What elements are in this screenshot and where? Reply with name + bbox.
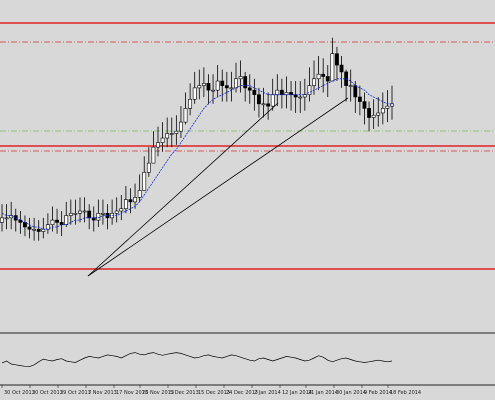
candle-body	[307, 85, 312, 96]
candle-body	[68, 212, 73, 216]
candle-body	[201, 83, 206, 86]
trendline	[87, 97, 349, 277]
candle-body	[169, 133, 174, 135]
x-tick-label: 9 Feb 2014	[364, 390, 392, 396]
moving-average-line	[1, 78, 392, 230]
candle-body	[220, 80, 225, 86]
x-tick-label: 2 Jan 2014	[254, 390, 281, 396]
x-tick-label: 26 Nov 2013	[142, 390, 174, 396]
candle-body	[376, 112, 381, 116]
x-tick-label: 17 Nov 2013	[116, 390, 148, 396]
candle-body	[270, 94, 275, 107]
candle-body	[357, 96, 362, 102]
candle-body	[224, 85, 229, 89]
candle-body	[128, 199, 133, 203]
candle-body	[4, 217, 9, 220]
candle-body	[275, 89, 280, 96]
candle-body	[156, 142, 160, 148]
candle-body	[335, 53, 339, 66]
candle-body	[348, 85, 353, 87]
candle-body	[188, 98, 193, 109]
candle-body	[165, 133, 170, 139]
candle-body	[142, 171, 147, 191]
candle-body	[252, 89, 257, 96]
candle-body	[151, 146, 156, 164]
candle-body	[339, 64, 344, 73]
candle-body	[183, 108, 188, 123]
candle-body	[91, 217, 96, 221]
candle-body	[380, 108, 385, 114]
candle-body	[45, 224, 50, 230]
candle-body	[55, 219, 59, 223]
x-tick-label: 15 Dec 2013	[198, 390, 230, 396]
candle-body	[64, 215, 69, 225]
candle-body	[119, 208, 124, 212]
candle-body	[247, 87, 252, 91]
candle-body	[50, 219, 55, 225]
candle-body	[211, 89, 215, 92]
x-tick-label: 21 Jan 2014	[308, 390, 338, 396]
candle-body	[362, 101, 367, 109]
candle-body	[266, 103, 271, 107]
candle-body	[87, 210, 92, 219]
candle-body	[123, 199, 128, 210]
candle-body	[325, 76, 330, 82]
candle-body	[179, 121, 183, 132]
candle-body	[215, 80, 220, 91]
x-tick-label: 12 Jan 2014	[282, 390, 312, 396]
candle-body	[0, 217, 4, 223]
candle-body	[146, 162, 151, 173]
x-tick-label: 18 Feb 2014	[390, 390, 421, 396]
candle-body	[279, 89, 284, 96]
x-tick-label: 7 Nov 2013	[88, 390, 117, 396]
candle-body	[133, 197, 137, 203]
candle-body	[238, 76, 243, 80]
x-tick-label: 29 Oct 2013	[60, 390, 91, 396]
candle-body	[385, 105, 390, 109]
candle-body	[293, 94, 298, 98]
x-tick-label: 30 Jan 2014	[336, 390, 366, 396]
candle-body	[174, 130, 179, 134]
x-tick-label: 5 Dec 2013	[170, 390, 199, 396]
x-tick-label: 30 Oct 2013	[4, 390, 35, 396]
trendline	[87, 102, 279, 277]
candle-body	[371, 114, 376, 118]
candle-body	[137, 190, 142, 198]
candle-body	[330, 53, 335, 82]
candle-body	[390, 103, 394, 107]
candle-body	[234, 78, 238, 89]
candle-body	[353, 85, 358, 98]
x-tick-label: 20 Oct 2013	[32, 390, 63, 396]
candle-body	[96, 212, 101, 221]
candle-body	[192, 87, 197, 100]
candle-body	[367, 108, 371, 118]
candle-body	[23, 222, 27, 228]
candle-body	[284, 92, 289, 96]
candle-body	[321, 73, 326, 77]
candle-body	[197, 85, 202, 89]
candle-body	[73, 212, 78, 215]
candle-body	[229, 87, 234, 90]
candle-body	[261, 103, 266, 106]
rsi-line	[1, 352, 393, 368]
candle-body	[13, 215, 18, 221]
candle-body	[36, 228, 41, 232]
candle-body	[27, 226, 32, 230]
candle-body	[243, 76, 248, 89]
candle-body	[257, 94, 261, 105]
candle-body	[82, 210, 87, 213]
candle-body	[312, 78, 316, 86]
x-tick-label: 24 Dec 2013	[226, 390, 258, 396]
candle-body	[206, 83, 211, 91]
candle-body	[160, 137, 165, 143]
candle-body	[114, 210, 119, 214]
candle-body	[316, 73, 321, 80]
candle-body	[32, 228, 37, 231]
candle-body	[78, 210, 82, 214]
candle-body	[101, 212, 105, 215]
candle-body	[298, 96, 303, 99]
